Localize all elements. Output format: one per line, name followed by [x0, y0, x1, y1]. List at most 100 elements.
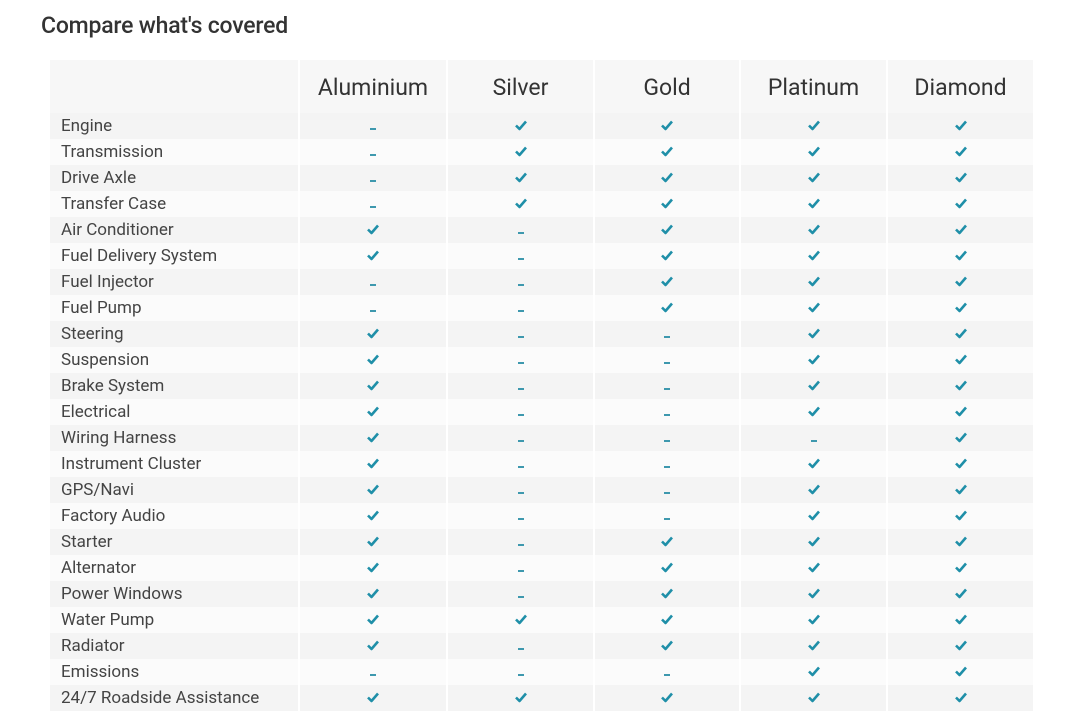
check-icon	[661, 146, 673, 157]
coverage-cell	[595, 477, 739, 503]
coverage-cell	[300, 217, 446, 243]
coverage-cell	[741, 243, 886, 269]
dash-icon	[517, 258, 524, 260]
check-icon	[367, 224, 379, 235]
check-mark	[661, 588, 673, 599]
coverage-cell	[741, 269, 886, 295]
coverage-cell	[595, 113, 739, 139]
check-icon	[954, 276, 967, 287]
coverage-cell	[888, 165, 1033, 191]
check-icon	[807, 172, 820, 183]
row-label: Fuel Injector	[50, 269, 298, 295]
coverage-cell	[448, 503, 593, 529]
check-mark	[367, 354, 379, 365]
check-icon	[514, 172, 527, 183]
dash-icon	[517, 466, 524, 468]
dash-icon	[664, 466, 670, 468]
coverage-cell	[595, 685, 739, 711]
coverage-cell	[300, 243, 446, 269]
coverage-cell	[448, 347, 593, 373]
check-icon	[954, 588, 967, 599]
coverage-cell	[300, 165, 446, 191]
check-icon	[954, 692, 967, 703]
row-label: Electrical	[50, 399, 298, 425]
check-mark	[661, 172, 673, 183]
coverage-cell	[741, 581, 886, 607]
coverage-cell	[595, 607, 739, 633]
coverage-cell	[741, 139, 886, 165]
coverage-cell	[595, 321, 739, 347]
coverage-cell	[595, 503, 739, 529]
check-icon	[514, 692, 527, 703]
dash-icon	[517, 414, 524, 416]
column-header: Silver	[448, 60, 593, 113]
check-icon	[807, 562, 820, 573]
coverage-cell	[300, 139, 446, 165]
coverage-cell	[888, 295, 1033, 321]
coverage-cell	[888, 321, 1033, 347]
check-icon	[807, 588, 820, 599]
dash-icon	[517, 284, 524, 286]
coverage-cell	[300, 477, 446, 503]
column-header: Gold	[595, 60, 739, 113]
coverage-cell	[595, 451, 739, 477]
check-icon	[367, 510, 379, 521]
coverage-cell	[595, 399, 739, 425]
check-icon	[514, 198, 527, 209]
check-mark	[807, 562, 820, 573]
dash-icon	[664, 674, 670, 676]
dash-icon	[370, 154, 376, 156]
dash-icon	[517, 674, 524, 676]
check-mark	[807, 406, 820, 417]
check-icon	[367, 536, 379, 547]
check-mark	[661, 276, 673, 287]
coverage-cell	[888, 503, 1033, 529]
coverage-cell	[448, 165, 593, 191]
coverage-cell	[300, 529, 446, 555]
check-mark	[514, 146, 527, 157]
check-mark	[807, 666, 820, 677]
dash-icon	[517, 492, 524, 494]
check-mark	[661, 120, 673, 131]
check-mark	[807, 588, 820, 599]
dash-icon	[517, 336, 524, 338]
check-icon	[367, 614, 379, 625]
coverage-cell	[300, 373, 446, 399]
check-icon	[807, 198, 820, 209]
coverage-cell	[448, 399, 593, 425]
check-mark	[514, 198, 527, 209]
check-mark	[661, 224, 673, 235]
coverage-cell	[888, 139, 1033, 165]
check-icon	[954, 432, 967, 443]
coverage-cell	[595, 139, 739, 165]
coverage-cell	[300, 269, 446, 295]
row-label: Transfer Case	[50, 191, 298, 217]
check-mark	[807, 354, 820, 365]
coverage-cell	[448, 477, 593, 503]
check-mark	[367, 562, 379, 573]
row-label: Transmission	[50, 139, 298, 165]
coverage-cell	[448, 633, 593, 659]
coverage-cell	[595, 269, 739, 295]
coverage-cell	[448, 425, 593, 451]
check-mark	[954, 276, 967, 287]
coverage-cell	[448, 217, 593, 243]
check-mark	[954, 250, 967, 261]
check-icon	[807, 484, 820, 495]
check-mark	[661, 536, 673, 547]
coverage-cell	[888, 451, 1033, 477]
coverage-cell	[741, 477, 886, 503]
check-icon	[367, 406, 379, 417]
coverage-cell	[300, 399, 446, 425]
row-label: Emissions	[50, 659, 298, 685]
check-mark	[954, 354, 967, 365]
coverage-cell	[741, 347, 886, 373]
row-label: Air Conditioner	[50, 217, 298, 243]
coverage-cell	[448, 269, 593, 295]
check-mark	[954, 510, 967, 521]
check-mark	[807, 302, 820, 313]
coverage-cell	[888, 529, 1033, 555]
coverage-cell	[741, 425, 886, 451]
check-mark	[367, 536, 379, 547]
check-mark	[807, 172, 820, 183]
